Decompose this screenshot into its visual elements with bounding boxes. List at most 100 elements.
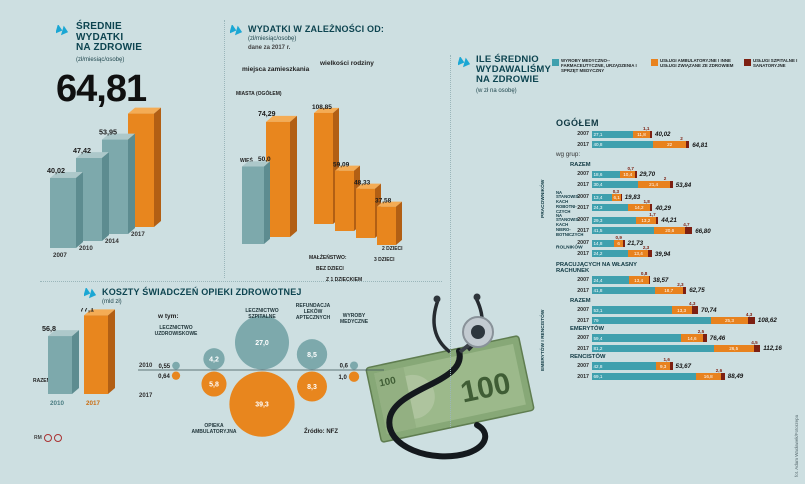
spending-row: 2007 24,4 13,4 0,8 38,57 — [556, 271, 802, 286]
bar-segment: 30,4 — [592, 181, 638, 189]
costs-razem-label: RAZEM — [33, 378, 51, 384]
sub-group-label: NA STANOWIS- KACH NIERO- BOTNICZYCH — [556, 212, 584, 237]
bar-year-label: 2014 — [105, 238, 119, 245]
segment-value-dark: 4,7 — [683, 222, 690, 228]
group-header: RAZEM — [570, 297, 591, 304]
row-year-label: 2017 — [139, 393, 153, 399]
bar-segment — [753, 344, 761, 353]
bubble-value-label: 4,2 — [209, 356, 219, 363]
avg-section-subtitle: (zł/miesiąc/osobę) — [76, 57, 125, 63]
bar-value-label: 77,1 — [80, 308, 94, 314]
segment-value: 42,8 — [593, 363, 603, 369]
segment-value: 53,1 — [593, 307, 603, 313]
stacked-bar: 24,3 14,2 — [592, 204, 653, 212]
bar-segment: 26,5 — [713, 344, 754, 353]
spending-row: 2017 24,3 14,2 1,8 40,29 — [556, 199, 802, 214]
segment-value: 18,7 — [664, 288, 674, 293]
bubble-2010 — [296, 339, 328, 370]
row-total: 62,75 — [689, 287, 705, 295]
bar-segment: 21,4 — [637, 181, 670, 189]
costs-in-that-label: w tym: — [158, 313, 179, 320]
bar-value-label: 48,33 — [354, 180, 371, 187]
bubble-value-label: 27,0 — [255, 340, 269, 347]
row-total: 44,21 — [661, 217, 677, 224]
legend-swatch-darkred — [744, 59, 751, 66]
segment-value-dark: 4,3 — [745, 311, 753, 317]
group: EMERYTÓW I RENCISTÓW RAZEM 2007 53,1 13,3 4,3… — [541, 297, 802, 382]
bar-top-face — [356, 183, 381, 189]
stacked-bar: 41,5 20,6 — [592, 227, 693, 235]
bar-segment — [686, 141, 690, 149]
spending-subtitle: (w zł na osobę) — [476, 88, 517, 94]
bar-front-face — [50, 177, 76, 248]
segment-value: 13,3 — [677, 307, 687, 313]
spending-row: 2017 40,8 22 2 64,81 — [556, 136, 802, 151]
bar-segment: 16,8 — [695, 372, 721, 381]
bar-segment: 79 — [592, 316, 711, 325]
sub-group-label: NA STANOWIS- KACH ROBOTNI- CZYCH — [556, 189, 580, 214]
segment-value-dark: 0,3 — [612, 188, 620, 194]
stacked-bar: 24,4 13,4 — [592, 276, 650, 284]
spending-row: 2007 42,8 9,3 1,6 53,67 — [556, 357, 802, 372]
stacked-bar: 18,6 10,4 — [592, 170, 637, 178]
bar-segment: 9,3 — [656, 362, 671, 370]
bar-segment: 6 — [614, 239, 624, 247]
row-year: 2007 — [577, 363, 589, 370]
segment-value: 30,4 — [593, 182, 603, 188]
separator-horizontal — [40, 281, 442, 282]
spending-row: 2007 13,4 6,1 0,3 19,83 — [556, 188, 802, 203]
bar-segment: 40,8 — [592, 141, 654, 149]
row-year: 2007 — [577, 217, 589, 224]
bar-year-label: 2017 — [86, 400, 101, 407]
separator-vertical-1 — [224, 20, 225, 278]
residence-label: miejsca zamieszkania — [242, 66, 310, 73]
stacked-bar: 79 25,3 — [592, 316, 755, 325]
bar-segment — [685, 227, 693, 235]
group-header-line: PRACUJĄCYCH NA WŁASNY — [556, 262, 637, 268]
family-size-label: wielkości rodziny — [320, 60, 374, 67]
bar-segment — [702, 334, 707, 342]
spending-row: 2007 53,1 13,3 4,3 70,74 — [556, 301, 802, 316]
bubble-2017 — [201, 371, 227, 397]
bar-value-label: 40,02 — [47, 166, 65, 175]
segment-value: 69,1 — [593, 374, 603, 379]
row-total: 88,49 — [727, 373, 744, 381]
spending-row: 2017 41,8 18,7 2,3 62,75 — [556, 281, 802, 296]
segment-value-dark: 2,3 — [677, 281, 684, 287]
spending-row: 2017 41,5 20,6 4,7 66,80 — [556, 222, 802, 237]
spending-row: 2007 29,3 13,2 1,7 44,21 — [556, 212, 802, 226]
row-total: 53,84 — [675, 181, 692, 189]
section-arrow-icon — [458, 57, 471, 68]
stacked-bar: 41,8 18,7 — [592, 286, 687, 295]
bar-segment: 29,3 — [592, 216, 636, 224]
stacked-bar: 27,1 11,8 — [592, 130, 652, 138]
bar-value-label: 37,58 — [375, 198, 392, 205]
avg-section-title: ŚREDNIE WYDATKI NA ZDROWIE — [76, 21, 143, 53]
stacked-bar: 53,1 13,3 — [592, 306, 699, 314]
bar-top-face — [102, 133, 135, 140]
bar-front-face — [314, 112, 333, 224]
row-year: 2017 — [577, 250, 589, 257]
family-cat-3: 3 DZIECI — [374, 257, 395, 263]
bar-segment: 53,1 — [592, 306, 672, 314]
row-year: 2007 — [577, 307, 589, 314]
bar-front-face — [356, 188, 375, 238]
bar-top-face — [76, 152, 109, 159]
row-year: 2017 — [577, 317, 589, 324]
spending-section-title: ILE ŚREDNIO WYDAWALIŚMY NA ZDROWIE — [476, 54, 552, 85]
banknote-100-small-text: 100 — [378, 375, 397, 389]
bar-segment: 20,6 — [654, 227, 686, 235]
family-prefix-label: MAŁŻEŃSTWO: — [309, 255, 347, 261]
segment-value: 14,8 — [593, 240, 603, 246]
bubble-value-label: 8,5 — [307, 352, 317, 359]
stacked-bar: 30,4 21,4 — [592, 181, 673, 189]
bar-segment: 18,7 — [654, 286, 683, 295]
stacked-bar: 24,2 13,4 — [592, 250, 652, 258]
segment-value: 24,4 — [593, 277, 603, 283]
costs-bubble-chart: 2010 2017 0,55 0,64 4,2 5,8 27,0 39,3 8,5 8,3 0,6 1… — [138, 315, 384, 437]
row-year: 2007 — [577, 131, 589, 138]
sub-group: NA STANOWIS- KACH NIERO- BOTNICZYCH 2007 2… — [556, 212, 802, 237]
bar-side-face — [154, 107, 161, 227]
segment-value: 81,2 — [593, 346, 603, 351]
row-total: 21,73 — [627, 240, 644, 247]
